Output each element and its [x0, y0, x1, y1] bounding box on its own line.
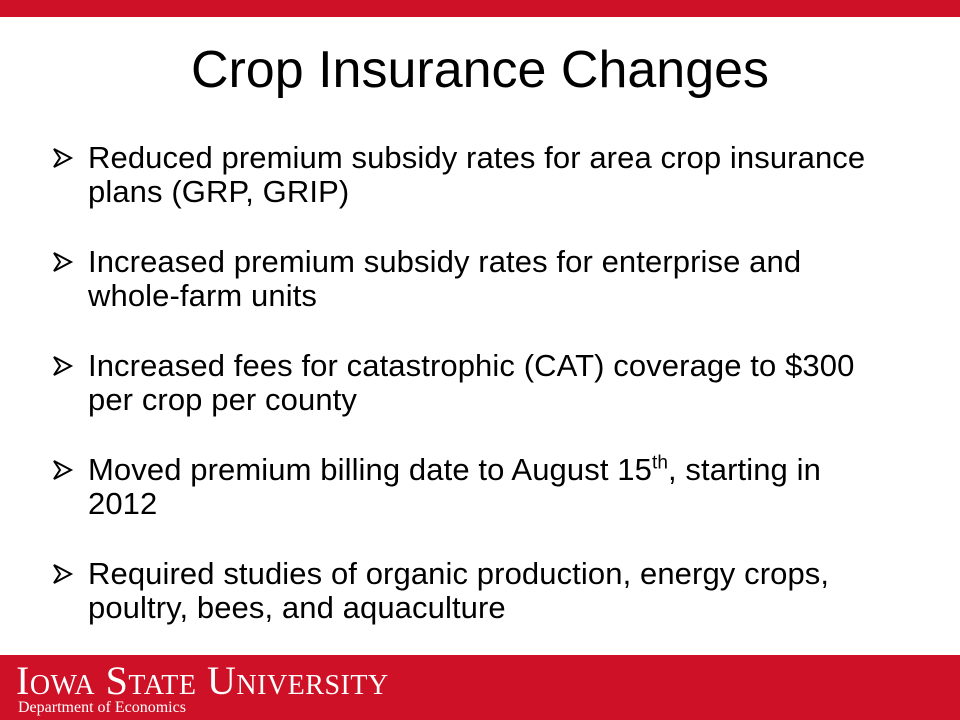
arrowhead-bullet-icon	[50, 349, 88, 383]
department-label: Department of Economics	[18, 699, 186, 716]
bullet-text: Moved premium billing date to August 15t…	[88, 453, 870, 521]
ordinal-superscript: th	[651, 452, 668, 474]
arrowhead-bullet-icon	[50, 245, 88, 279]
slide-title: Crop Insurance Changes	[190, 41, 770, 99]
university-wordmark: Iowa State University	[16, 658, 389, 703]
bullet-item: Reduced premium subsidy rates for area c…	[50, 141, 870, 209]
bullet-item: Moved premium billing date to August 15t…	[50, 453, 870, 521]
arrowhead-bullet-icon	[50, 141, 88, 175]
bullet-item: Increased fees for catastrophic (CAT) co…	[50, 349, 870, 417]
bullet-item: Increased premium subsidy rates for ente…	[50, 245, 870, 313]
arrowhead-bullet-icon	[50, 453, 88, 487]
bullet-text: Increased premium subsidy rates for ente…	[88, 244, 802, 313]
bullet-item: Required studies of organic production, …	[50, 557, 870, 625]
bullet-text-before: Moved premium billing date to August 15	[88, 452, 652, 487]
bullet-text: Increased fees for catastrophic (CAT) co…	[88, 348, 855, 417]
footer-bar	[0, 655, 960, 720]
top-accent-bar	[0, 0, 960, 17]
bullet-text: Required studies of organic production, …	[88, 556, 830, 625]
arrowhead-bullet-icon	[50, 557, 88, 591]
bullet-list: Reduced premium subsidy rates for area c…	[50, 141, 870, 661]
bullet-text-after: , starting in 2012	[88, 452, 821, 521]
bullet-text: Reduced premium subsidy rates for area c…	[88, 140, 866, 209]
